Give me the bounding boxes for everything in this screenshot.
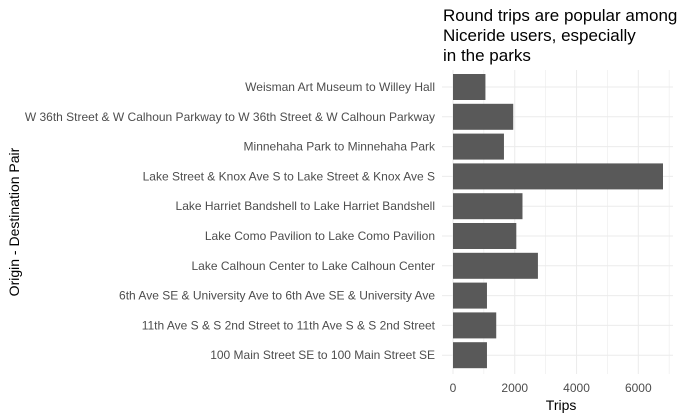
chart-title: Round trips are popular among Niceride u… <box>443 6 681 66</box>
category-label: Lake Como Pavilion to Lake Como Pavilion <box>205 229 435 243</box>
bar <box>453 252 538 279</box>
x-tick-label: 4000 <box>563 381 590 395</box>
category-label: 100 Main Street SE to 100 Main Street SE <box>210 348 435 362</box>
x-tick-label: 6000 <box>625 381 652 395</box>
category-label: Weisman Art Museum to Willey Hall <box>245 80 435 94</box>
bar <box>453 312 497 339</box>
bar <box>453 282 487 309</box>
chart-title-line: Niceride users, especially <box>443 26 636 45</box>
category-label: Lake Street & Knox Ave S to Lake Street … <box>143 169 435 183</box>
bar <box>453 103 514 130</box>
category-label: Minnehaha Park to Minnehaha Park <box>244 140 436 154</box>
bar <box>453 193 523 220</box>
bar <box>453 163 663 190</box>
bar <box>453 342 487 369</box>
x-tick-label: 2000 <box>501 381 528 395</box>
category-label: Lake Calhoun Center to Lake Calhoun Cent… <box>192 259 436 273</box>
x-axis-title: Trips <box>546 397 577 413</box>
category-label: 11th Ave S & S 2nd Street to 11th Ave S … <box>142 318 436 332</box>
bar <box>453 133 504 160</box>
chart-title-line: Round trips are popular among <box>443 6 678 25</box>
category-label: Lake Harriet Bandshell to Lake Harriet B… <box>176 199 435 213</box>
category-label: W 36th Street & W Calhoun Parkway to W 3… <box>25 110 435 124</box>
y-axis-title: Origin - Destination Pair <box>6 147 22 296</box>
bar <box>453 223 517 249</box>
x-tick-label: 0 <box>450 381 457 395</box>
chart-title-line: in the parks <box>443 46 531 65</box>
bar <box>453 74 486 100</box>
category-label: 6th Ave SE & University Ave to 6th Ave S… <box>119 289 435 303</box>
